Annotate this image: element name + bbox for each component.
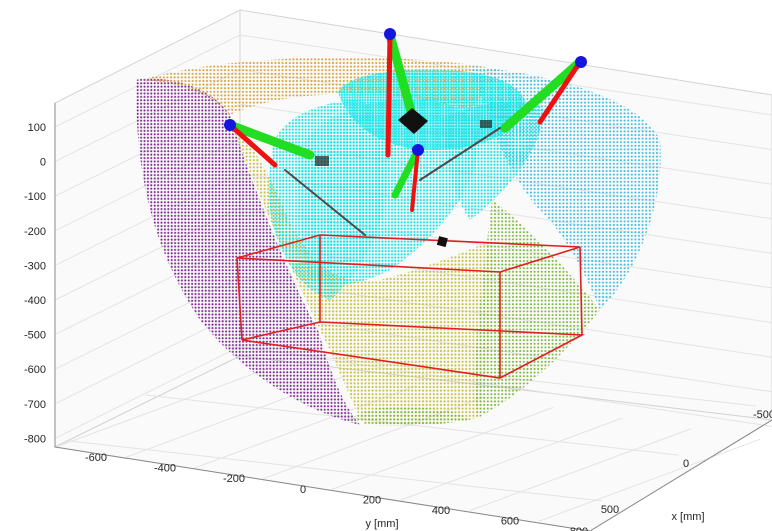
x-tick-labels: -500 0 500 [601,409,772,516]
joint-ball [224,119,236,131]
z-tick-label: -600 [24,364,46,376]
region-green [475,200,600,418]
region-purple [135,78,360,425]
z-tick-label: -100 [24,191,46,203]
y-tick-label: -600 [85,452,107,464]
z-tick-label: -400 [24,295,46,307]
z-tick-label: -500 [24,330,46,342]
y-tick-label: 0 [300,484,306,496]
target-box [236,234,585,379]
grid-line-x [69,440,603,502]
z-tick-labels: 100 0 -100 -200 -300 -400 -500 -600 -700 -800 [24,122,46,445]
x-axis-label: x [mm] [672,511,705,523]
y-tick-label: 200 [363,494,381,506]
box-edge [579,246,583,336]
joint-dark [480,120,492,128]
manipulator [224,28,587,248]
arm-link-green [391,146,422,199]
grid-line-y [469,428,692,512]
arm-link-red [410,148,420,212]
joint-ball [384,28,396,40]
z-tick-label: -700 [24,399,46,411]
grid-line-y [331,406,554,490]
x-axis-line [589,419,772,531]
y-tick-label: 400 [432,505,450,517]
end-effector [436,236,448,248]
y-tick-label: 800 [570,526,588,531]
y-tick-label: -400 [154,463,176,475]
arm-link-green [385,30,417,120]
grid-line-y [55,364,278,448]
x-tick-label: 500 [601,504,619,516]
grid-line-z [54,345,241,439]
z-tick-label: -200 [24,226,46,238]
arm-rod-dark [284,169,366,236]
arm-link-red [537,59,583,125]
y-tick-label: 600 [501,516,519,528]
joint-ball [575,56,587,68]
x-tick-label: -500 [753,409,772,421]
z-tick-label: 100 [28,122,46,134]
joint-ball [412,144,424,156]
z-tick-label: -300 [24,260,46,272]
inner-bowl-right [440,101,545,220]
z-tick-label: 0 [40,157,46,169]
y-axis-line [54,446,591,531]
y-tick-label: -200 [223,473,245,485]
platform [398,108,428,134]
y-axis-label: y [mm] [366,518,399,530]
x-tick-label: 0 [683,458,689,470]
region-green-lower [350,407,470,426]
joint-dark [315,156,329,166]
y-tick-labels: -600 -400 -200 0 200 400 600 800 [85,452,588,531]
grid-line-y [400,417,623,501]
arm-link-red [385,32,393,158]
arm-link-green [500,57,585,133]
z-tick-label: -800 [24,433,46,445]
box-edge [236,257,243,341]
arm-link-green [225,120,315,160]
grid-line-y [538,438,761,522]
region-yellow [230,120,493,427]
arm-link-red [227,122,278,168]
arm-rod-dark [419,127,501,181]
